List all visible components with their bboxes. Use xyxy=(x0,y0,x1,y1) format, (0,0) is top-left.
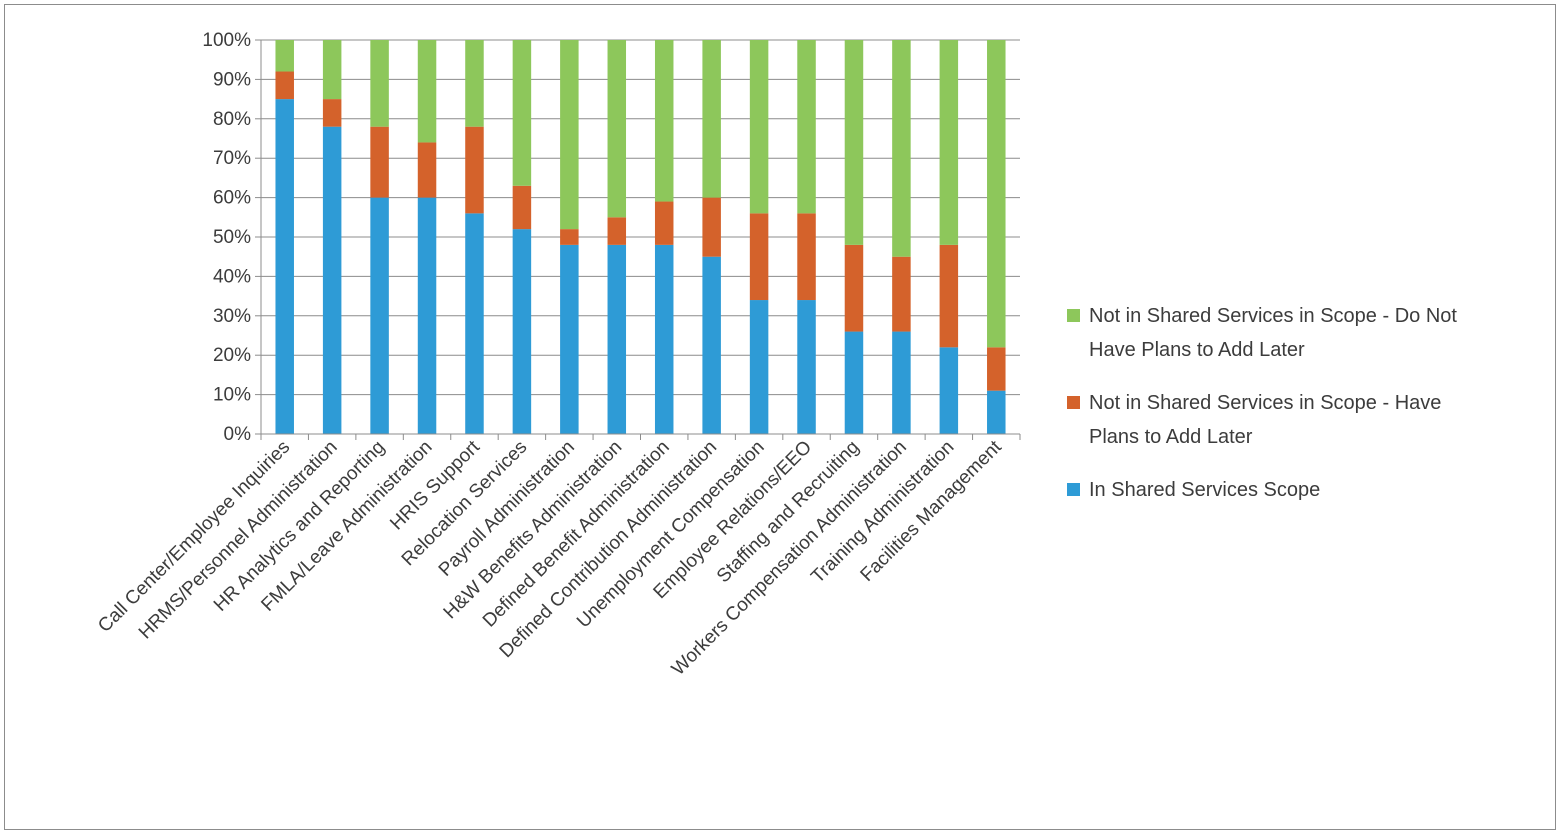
bar-segment-series-3 xyxy=(322,40,342,100)
legend-label-line: Have Plans to Add Later xyxy=(1089,339,1305,361)
legend-label-line: Not in Shared Services in Scope - Do Not xyxy=(1089,305,1457,327)
legend: Not in Shared Services in Scope - Do Not… xyxy=(1067,305,1457,501)
bar-segment-series-1 xyxy=(797,300,816,434)
x-label-hrms-personnel-administration: HRMS/Personnel Administration xyxy=(135,437,342,644)
bar-stack-workers-compensation-administration xyxy=(892,40,911,434)
bar-segment-series-3 xyxy=(417,40,437,143)
legend-entry-2: Not in Shared Services in Scope - Have Pl… xyxy=(1067,392,1441,448)
legend-swatch xyxy=(1067,396,1080,409)
bar-segment-series-3 xyxy=(370,40,389,127)
bar-segment-series-1 xyxy=(654,244,674,434)
bar-segment-series-2 xyxy=(370,126,389,198)
bar-segment-series-2 xyxy=(512,185,532,230)
y-tick-label: 10% xyxy=(213,385,251,406)
bar-segment-series-1 xyxy=(702,256,721,434)
legend-swatch xyxy=(1067,483,1080,496)
y-tick-label: 40% xyxy=(213,266,251,287)
bar-segment-series-2 xyxy=(322,99,342,127)
bar-stack-hrms-personnel-administration xyxy=(322,40,342,435)
y-tick-label: 70% xyxy=(213,148,251,169)
bar-stack-handw-benefits-administration xyxy=(607,40,627,434)
bar-segment-series-3 xyxy=(465,40,484,127)
y-tick-label: 90% xyxy=(213,69,251,90)
bar-segment-series-1 xyxy=(322,126,342,435)
bar-segment-series-1 xyxy=(844,331,864,434)
bar-segment-series-3 xyxy=(987,40,1006,348)
bar-segment-series-1 xyxy=(987,390,1006,434)
bar-segment-series-2 xyxy=(465,126,484,214)
bar-stack-defined-benefit-administration xyxy=(654,40,674,434)
legend-label-line: In Shared Services Scope xyxy=(1089,479,1320,501)
bar-segment-series-2 xyxy=(987,347,1006,391)
bar-segment-series-3 xyxy=(797,40,816,214)
bar-segment-series-3 xyxy=(892,40,911,257)
bar-segment-series-1 xyxy=(512,229,532,434)
y-axis-ticks: 0% 10% 20% 30% 40% 50% 60% 70% 80% 90% 100% xyxy=(202,30,261,445)
y-tick-label: 50% xyxy=(213,227,251,248)
y-tick-label: 60% xyxy=(213,188,251,209)
bar-stack-employee-relations-eeo xyxy=(797,40,816,434)
bar-segment-series-2 xyxy=(939,244,959,348)
bar-segment-series-3 xyxy=(749,40,769,214)
bar-segment-series-1 xyxy=(892,331,911,434)
y-tick-label: 0% xyxy=(224,424,252,445)
bar-stack-hr-analytics-and-reporting xyxy=(370,40,389,434)
bar-segment-series-2 xyxy=(560,229,579,245)
bar-segment-series-2 xyxy=(844,244,864,332)
stacked-bar-chart: 0% 10% 20% 30% 40% 50% 60% 70% 80% 90% 100% Call C… xyxy=(94,30,1457,680)
bar-stack-facilities-management xyxy=(987,40,1006,434)
axes xyxy=(260,40,1021,440)
bar-segment-series-2 xyxy=(749,213,769,301)
bar-segment-series-1 xyxy=(749,300,769,434)
bar-segment-series-2 xyxy=(892,256,911,332)
legend-entry-3: In Shared Services Scope xyxy=(1067,479,1320,501)
legend-entry-1: Not in Shared Services in Scope - Do Not… xyxy=(1067,305,1457,361)
y-tick-label: 20% xyxy=(213,345,251,366)
bar-segment-series-2 xyxy=(607,217,627,245)
y-tick-label: 100% xyxy=(202,30,251,51)
legend-swatch xyxy=(1067,309,1080,322)
bar-stack-payroll-administration xyxy=(560,40,579,434)
bar-segment-series-1 xyxy=(939,347,959,434)
bar-segment-series-3 xyxy=(844,40,864,245)
bar-stack-unemployment-compensation xyxy=(749,40,769,434)
bar-stack-staffing-and-recruiting xyxy=(844,40,864,434)
bar-stack-relocation-services xyxy=(512,40,532,434)
bars xyxy=(275,40,1006,435)
bar-segment-series-3 xyxy=(654,40,674,202)
bar-segment-series-1 xyxy=(607,244,627,434)
bar-segment-series-2 xyxy=(654,201,674,245)
bar-segment-series-2 xyxy=(275,71,294,100)
y-tick-label: 80% xyxy=(213,109,251,130)
bar-stack-fmla-leave-administration xyxy=(417,40,437,434)
bar-segment-series-3 xyxy=(939,40,959,245)
bar-segment-series-3 xyxy=(607,40,627,218)
bar-stack-defined-contribution-administration xyxy=(702,40,721,434)
bar-segment-series-1 xyxy=(275,99,294,434)
bar-segment-series-3 xyxy=(560,40,579,230)
legend-label-line: Not in Shared Services in Scope - Have xyxy=(1089,392,1441,414)
legend-label-line: Plans to Add Later xyxy=(1089,426,1253,448)
bar-segment-series-1 xyxy=(465,213,484,434)
bar-segment-series-3 xyxy=(512,40,532,186)
x-axis-labels: Call Center/Employee InquiriesHRMS/Perso… xyxy=(94,436,1006,680)
bar-stack-hris-support xyxy=(465,40,484,434)
bar-stack-call-center-employee-inquiries xyxy=(275,40,294,434)
bar-segment-series-1 xyxy=(370,197,389,434)
bar-segment-series-3 xyxy=(702,40,721,198)
chart-frame: 0% 10% 20% 30% 40% 50% 60% 70% 80% 90% 100% Call C… xyxy=(4,4,1556,830)
bar-stack-training-administration xyxy=(939,40,959,434)
bar-segment-series-2 xyxy=(797,213,816,301)
bar-segment-series-2 xyxy=(702,197,721,257)
bar-segment-series-1 xyxy=(560,244,579,434)
bar-segment-series-3 xyxy=(275,40,294,72)
bar-segment-series-2 xyxy=(417,142,437,198)
y-tick-label: 30% xyxy=(213,306,251,327)
bar-segment-series-1 xyxy=(417,197,437,434)
